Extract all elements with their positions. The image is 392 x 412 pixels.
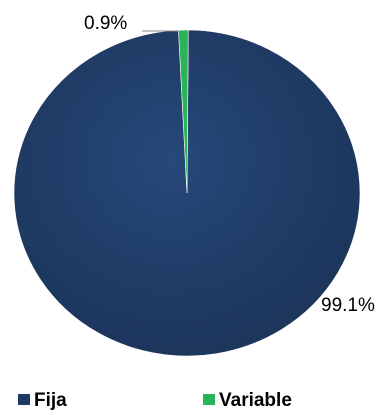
pie-slices [13,29,361,357]
pie-data-labels: 99.1% 0.9% [84,13,375,316]
legend: Fija Variable [18,390,292,411]
legend-swatch-variable [203,394,215,405]
legend-label-variable: Variable [219,390,292,411]
legend-label-fija: Fija [34,390,67,411]
legend-swatch-fija [18,394,30,405]
data-label-fija: 99.1% [321,295,375,316]
pie-slice-variable [178,29,189,194]
data-label-variable: 0.9% [84,13,127,34]
